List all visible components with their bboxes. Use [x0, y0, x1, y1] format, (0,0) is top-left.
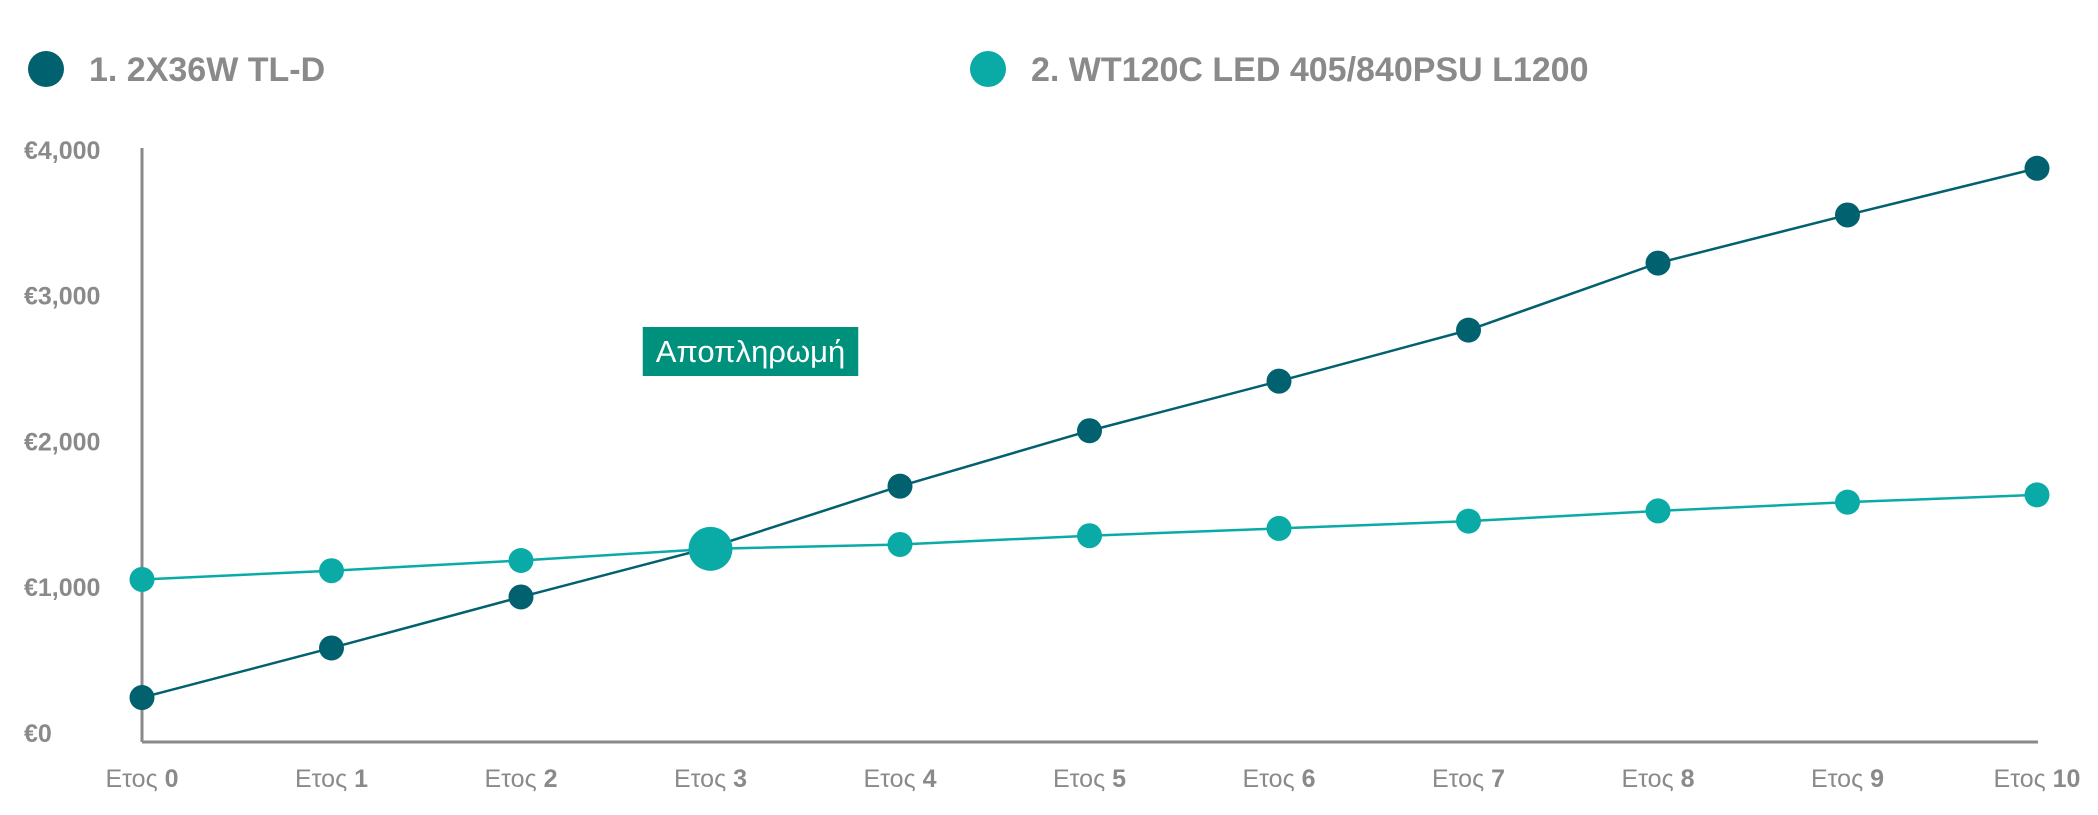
data-point: [2024, 482, 2050, 508]
x-tick-prefix: Ετος: [295, 765, 354, 793]
y-tick-label: €1,000: [24, 574, 100, 602]
payback-label: Αποπληρωμή: [656, 334, 846, 369]
x-tick-label: Ετος 6: [1242, 765, 1315, 793]
data-point: [1835, 202, 1860, 228]
data-point: [1456, 508, 1481, 534]
data-point: [1645, 498, 1671, 524]
data-point: [1645, 250, 1671, 276]
x-tick-number: 9: [1870, 765, 1884, 793]
y-tick-label: €2,000: [24, 428, 100, 456]
x-tick-label: Ετος 3: [674, 765, 747, 793]
x-tick-prefix: Ετος: [1053, 765, 1112, 793]
series-1: [129, 155, 2050, 711]
x-tick-prefix: Ετος: [484, 765, 543, 793]
x-tick-number: 1: [354, 765, 368, 793]
data-point: [129, 566, 155, 592]
payback-label-box: [642, 327, 859, 376]
x-tick-number: 7: [1491, 765, 1505, 793]
axes: [140, 148, 2038, 744]
data-point: [129, 685, 155, 711]
x-tick-prefix: Ετος: [105, 765, 164, 793]
x-tick-labels: Ετος 0 Ετος 1 Ετος 2 Ετος 3 Ετος 4 Ετος 5 Ετος…: [105, 765, 2080, 793]
data-point: [1077, 418, 1102, 444]
x-tick-number: 8: [1681, 765, 1695, 793]
y-tick-label: €3,000: [24, 283, 100, 311]
x-tick-label: Ετος 8: [1621, 765, 1694, 793]
data-point: [1266, 515, 1292, 541]
x-tick-number: 10: [2053, 765, 2081, 793]
data-point: [319, 558, 344, 584]
x-tick-prefix: Ετος: [863, 765, 922, 793]
x-tick-prefix: Ετος: [1432, 765, 1491, 793]
data-point: [508, 547, 534, 573]
x-tick-number: 4: [923, 765, 937, 793]
x-tick-label: Ετος 10: [1994, 765, 2081, 793]
x-tick-number: 6: [1302, 765, 1316, 793]
legend-label-1: 1. 2X36W TL-D: [89, 51, 325, 89]
legend-label-2: 2. WT120C LED 405/840PSU L1200: [1031, 51, 1589, 89]
data-point: [887, 473, 913, 499]
y-tick-label: €0: [24, 720, 52, 748]
legend-marker-1: [28, 51, 64, 87]
x-tick-number: 2: [544, 765, 558, 793]
x-tick-label: Ετος 1: [295, 765, 368, 793]
y-tick-labels: €0 €1,000 €2,000 €3,000 €4,000: [24, 137, 100, 748]
x-tick-label: Ετος 5: [1053, 765, 1126, 793]
data-point: [508, 584, 534, 610]
x-tick-label: Ετος 4: [863, 765, 936, 793]
legend-marker-2: [970, 51, 1006, 87]
x-tick-prefix: Ετος: [674, 765, 733, 793]
data-point: [319, 635, 344, 661]
x-tick-label: Ετος 7: [1432, 765, 1505, 793]
data-point: [1077, 523, 1102, 549]
series: [129, 155, 2050, 711]
x-tick-label: Ετος 9: [1811, 765, 1884, 793]
data-point: [1456, 317, 1481, 343]
legend: 1. 2X36W TL-D 2. WT120C LED 405/840PSU L1…: [28, 51, 1589, 89]
data-point: [1835, 489, 1860, 515]
data-point: [2024, 155, 2050, 181]
x-tick-number: 3: [733, 765, 747, 793]
data-point: [1266, 368, 1292, 394]
x-tick-prefix: Ετος: [1242, 765, 1301, 793]
x-tick-number: 0: [165, 765, 179, 793]
x-tick-number: 5: [1112, 765, 1126, 793]
x-tick-prefix: Ετος: [1811, 765, 1870, 793]
payback-annotation: Αποπληρωμή: [642, 327, 859, 376]
x-tick-label: Ετος 2: [484, 765, 557, 793]
payback-marker: [688, 526, 733, 571]
x-tick-label: Ετος 0: [105, 765, 178, 793]
y-tick-label: €4,000: [24, 137, 100, 165]
series-2: [129, 482, 2050, 592]
x-tick-prefix: Ετος: [1621, 765, 1680, 793]
data-point: [887, 531, 913, 557]
x-tick-prefix: Ετος: [1994, 765, 2053, 793]
